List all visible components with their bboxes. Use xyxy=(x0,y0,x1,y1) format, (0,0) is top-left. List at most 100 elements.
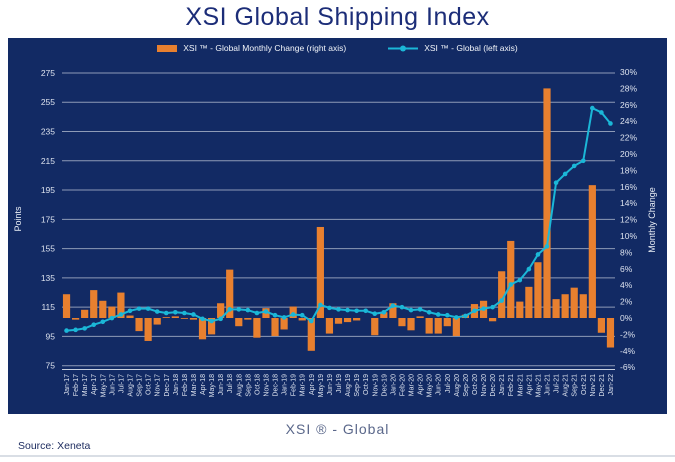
svg-text:Feb-19: Feb-19 xyxy=(291,374,298,396)
svg-text:Jan-21: Jan-21 xyxy=(499,374,506,396)
svg-text:Mar-20: Mar-20 xyxy=(409,374,416,396)
combo-chart: 75 95 115 135 155 175 195 215 235 255 275 -6% -4% -2%… xyxy=(13,67,657,397)
left-axis-title: Points xyxy=(13,206,23,232)
svg-text:Aug-18: Aug-18 xyxy=(236,374,243,397)
svg-text:Sep-21: Sep-21 xyxy=(572,374,579,397)
right-axis-title: Monthly Change xyxy=(647,187,657,253)
svg-text:Nov-20: Nov-20 xyxy=(481,374,488,397)
svg-text:Feb-20: Feb-20 xyxy=(399,374,406,396)
svg-text:95: 95 xyxy=(46,331,56,341)
svg-text:10%: 10% xyxy=(620,231,637,241)
svg-text:215: 215 xyxy=(41,156,55,166)
svg-text:30%: 30% xyxy=(620,67,637,77)
svg-text:Jan-17: Jan-17 xyxy=(64,374,71,396)
svg-text:75: 75 xyxy=(46,361,56,371)
svg-text:Sep-20: Sep-20 xyxy=(463,374,470,397)
svg-text:Jul-19: Jul-19 xyxy=(336,374,343,393)
xsi-index-line xyxy=(64,105,613,333)
svg-text:Jan-19: Jan-19 xyxy=(282,374,289,396)
x-axis-caption: XSI ® - Global xyxy=(285,421,390,437)
svg-text:135: 135 xyxy=(41,273,55,283)
svg-text:Jul-17: Jul-17 xyxy=(118,374,125,393)
svg-text:Sep-19: Sep-19 xyxy=(354,374,361,397)
page-title: XSI Global Shipping Index xyxy=(185,3,490,31)
svg-text:4%: 4% xyxy=(620,280,633,290)
svg-text:Jan-18: Jan-18 xyxy=(173,374,180,396)
svg-text:14%: 14% xyxy=(620,198,637,208)
svg-text:Oct-20: Oct-20 xyxy=(472,374,479,395)
svg-text:Jun-18: Jun-18 xyxy=(218,374,225,396)
svg-text:Mar-18: Mar-18 xyxy=(191,374,198,396)
svg-text:Apr-21: Apr-21 xyxy=(526,374,533,395)
svg-text:Nov-18: Nov-18 xyxy=(263,374,270,397)
bottom-divider xyxy=(0,455,675,457)
legend-line-dot-icon xyxy=(388,45,419,51)
chart-panel: 75 95 115 135 155 175 195 215 235 255 275 -6% -4% -2%… xyxy=(8,38,667,414)
svg-text:Mar-19: Mar-19 xyxy=(300,374,307,396)
svg-text:Jun-20: Jun-20 xyxy=(436,374,443,396)
svg-text:Jan-20: Jan-20 xyxy=(390,374,397,396)
monthly-change-bars xyxy=(62,88,615,351)
svg-text:16%: 16% xyxy=(620,182,637,192)
svg-text:8%: 8% xyxy=(620,247,633,257)
legend-bar-swatch-icon xyxy=(157,44,178,52)
svg-text:May-17: May-17 xyxy=(100,374,107,397)
svg-text:Feb-17: Feb-17 xyxy=(73,374,80,396)
svg-text:Aug-17: Aug-17 xyxy=(127,374,134,397)
svg-text:Jun-17: Jun-17 xyxy=(109,374,116,396)
svg-text:-4%: -4% xyxy=(620,346,636,356)
svg-text:Oct-19: Oct-19 xyxy=(363,374,370,395)
legend-item-index-line[interactable]: XSI ™ - Global (left axis) xyxy=(388,43,518,53)
svg-text:Sep-18: Sep-18 xyxy=(245,374,252,397)
svg-text:Mar-21: Mar-21 xyxy=(517,374,524,396)
axis-ticks: 75 95 115 135 155 175 195 215 235 255 275 -6% -4% -2%… xyxy=(41,67,638,397)
svg-text:Apr-18: Apr-18 xyxy=(200,374,207,395)
svg-text:195: 195 xyxy=(41,185,55,195)
svg-text:Jun-21: Jun-21 xyxy=(545,374,552,396)
svg-text:Dec-17: Dec-17 xyxy=(164,374,171,397)
svg-text:Aug-19: Aug-19 xyxy=(345,374,352,397)
svg-text:6%: 6% xyxy=(620,264,633,274)
svg-text:May-19: May-19 xyxy=(318,374,325,397)
svg-text:175: 175 xyxy=(41,214,55,224)
svg-text:235: 235 xyxy=(41,127,55,137)
svg-text:Mar-17: Mar-17 xyxy=(82,374,89,396)
svg-text:Jul-20: Jul-20 xyxy=(445,374,452,393)
svg-text:22%: 22% xyxy=(620,133,637,143)
svg-text:18%: 18% xyxy=(620,165,637,175)
svg-text:24%: 24% xyxy=(620,116,637,126)
svg-text:255: 255 xyxy=(41,97,55,107)
svg-text:Apr-20: Apr-20 xyxy=(418,374,425,395)
svg-text:Aug-21: Aug-21 xyxy=(563,374,570,397)
svg-text:12%: 12% xyxy=(620,215,637,225)
svg-text:May-21: May-21 xyxy=(535,374,542,397)
svg-text:Feb-21: Feb-21 xyxy=(508,374,515,396)
chart-legend: XSI ™ - Global Monthly Change (right axi… xyxy=(8,43,667,53)
svg-text:115: 115 xyxy=(41,302,55,312)
source-note: Source: Xeneta xyxy=(18,440,91,452)
svg-text:Sep-17: Sep-17 xyxy=(137,374,144,397)
svg-text:Oct-17: Oct-17 xyxy=(146,374,153,395)
svg-text:Jul-21: Jul-21 xyxy=(554,374,561,393)
svg-text:2%: 2% xyxy=(620,297,633,307)
legend-label-monthly-change: XSI ™ - Global Monthly Change (right axi… xyxy=(183,43,347,53)
svg-text:Aug-20: Aug-20 xyxy=(454,374,461,397)
svg-text:Feb-18: Feb-18 xyxy=(182,374,189,396)
svg-text:28%: 28% xyxy=(620,83,637,93)
svg-text:Dec-20: Dec-20 xyxy=(490,374,497,397)
gridlines xyxy=(62,72,615,370)
legend-label-index-line: XSI ™ - Global (left axis) xyxy=(424,43,518,53)
svg-text:May-18: May-18 xyxy=(209,374,216,397)
svg-text:Nov-17: Nov-17 xyxy=(155,374,162,397)
svg-text:May-20: May-20 xyxy=(427,374,434,397)
svg-text:Dec-18: Dec-18 xyxy=(273,374,280,397)
svg-text:Oct-21: Oct-21 xyxy=(581,374,588,395)
svg-text:Apr-19: Apr-19 xyxy=(309,374,316,395)
legend-item-monthly-change[interactable]: XSI ™ - Global Monthly Change (right axi… xyxy=(157,43,346,53)
svg-text:155: 155 xyxy=(41,244,55,254)
svg-text:Jul-18: Jul-18 xyxy=(227,374,234,393)
svg-text:26%: 26% xyxy=(620,100,637,110)
svg-text:Nov-21: Nov-21 xyxy=(590,374,597,397)
svg-text:0%: 0% xyxy=(620,313,633,323)
